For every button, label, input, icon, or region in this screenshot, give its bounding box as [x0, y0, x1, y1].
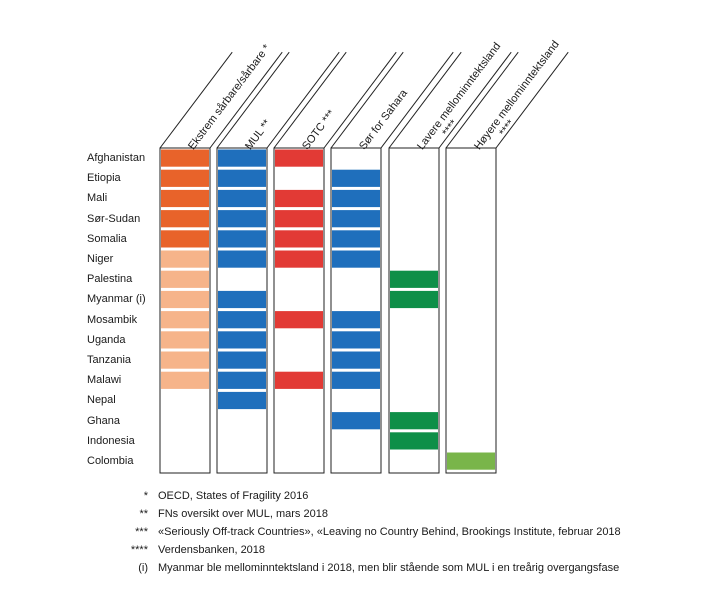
cell-extreme: [161, 149, 209, 167]
column-frame: [388, 147, 440, 474]
cell-upper: [447, 452, 495, 470]
footnotes: * OECD, States of Fragility 2016 ** FNs …: [120, 487, 621, 577]
cell-fragile: [161, 311, 209, 329]
cell-mul: [218, 331, 266, 349]
cell-mul: [218, 230, 266, 248]
cell-sahara: [332, 331, 380, 349]
column-divider-line: [159, 51, 233, 149]
cell-sotc: [275, 149, 323, 167]
cell-sahara: [332, 250, 380, 268]
cell-extreme: [161, 210, 209, 228]
cell-sotc: [275, 189, 323, 208]
footnote: ** FNs oversikt over MUL, mars 2018: [120, 505, 621, 523]
cell-sahara: [332, 169, 380, 187]
country-label: Tanzania: [87, 354, 132, 366]
footnote-text: Myanmar ble mellominntektsland i 2018, m…: [158, 562, 620, 574]
cell-mul: [218, 311, 266, 329]
country-label: Sør-Sudan: [87, 212, 141, 225]
footnote-mark: *: [143, 490, 148, 502]
column-divider-line: [438, 51, 512, 149]
cell-sotc: [275, 210, 323, 228]
cell-sotc: [275, 250, 323, 268]
column-frame: [445, 147, 497, 474]
cell-sahara: [332, 351, 380, 369]
cell-sahara: [332, 412, 380, 430]
column-divider-line: [216, 51, 290, 149]
cell-sahara: [332, 230, 380, 248]
footnote-text: Verdensbanken, 2018: [158, 544, 266, 556]
footnote: * OECD, States of Fragility 2016: [120, 487, 621, 505]
country-label: Myanmar (i): [87, 293, 146, 306]
footnote-text: «Seriously Off-track Countries», «Leavin…: [158, 526, 621, 538]
footnote-text: OECD, States of Fragility 2016: [158, 490, 309, 502]
cell-mul: [218, 290, 266, 309]
country-label: Niger: [87, 253, 114, 265]
column-frame: [159, 147, 211, 474]
cell-mul: [218, 149, 266, 167]
column-frame: [330, 147, 382, 474]
cell-fragile: [161, 351, 209, 369]
footnote-text: FNs oversikt over MUL, mars 2018: [158, 508, 328, 520]
cell-mul: [218, 189, 266, 208]
cell-sahara: [332, 189, 380, 208]
country-label: Mosambik: [87, 313, 138, 326]
country-label: Afghanistan: [87, 152, 146, 164]
cell-sotc: [275, 371, 323, 389]
column-divider-line: [445, 51, 519, 149]
column-divider-line: [273, 51, 347, 149]
country-label: Uganda: [87, 333, 126, 346]
cell-mul: [218, 391, 266, 410]
country-label: Malawi: [87, 374, 122, 387]
country-label: Nepal: [87, 394, 116, 407]
cell-mul: [218, 210, 266, 228]
cell-sahara: [332, 311, 380, 329]
cell-sahara: [332, 210, 380, 228]
cell-mul: [218, 169, 266, 187]
footnote: *** «Seriously Off-track Countries», «Le…: [120, 523, 621, 541]
cell-lower: [390, 290, 438, 309]
cell-lower: [390, 412, 438, 430]
footnote-mark: ****: [130, 544, 148, 556]
cell-fragile: [161, 250, 209, 268]
footnote-mark: (i): [138, 562, 148, 574]
cell-mul: [218, 371, 266, 389]
cell-fragile: [161, 290, 209, 309]
column-divider-line: [330, 51, 404, 149]
column-divider-line: [266, 51, 340, 149]
cell-mul: [218, 250, 266, 268]
column-divider-line: [388, 51, 462, 149]
cell-extreme: [161, 189, 209, 208]
cell-sotc: [275, 311, 323, 329]
footnote-mark: **: [139, 508, 148, 520]
footnote: (i) Myanmar ble mellominntektsland i 201…: [120, 559, 621, 577]
cell-extreme: [161, 230, 209, 248]
cell-sotc: [275, 230, 323, 248]
cell-fragile: [161, 331, 209, 349]
country-label: Ghana: [87, 414, 121, 427]
column-divider-line: [495, 51, 569, 149]
footnote: **** Verdensbanken, 2018: [120, 541, 621, 559]
cell-extreme: [161, 169, 209, 187]
column-frame: [216, 147, 268, 474]
footnote-mark: ***: [135, 526, 148, 538]
country-label: Palestina: [87, 273, 133, 286]
cell-fragile: [161, 371, 209, 389]
cell-fragile: [161, 270, 209, 288]
country-label: Indonesia: [87, 434, 135, 447]
cell-lower: [390, 270, 438, 288]
cell-mul: [218, 351, 266, 369]
country-label: Somalia: [87, 232, 127, 245]
country-label: Etiopia: [87, 172, 121, 185]
column-divider-line: [380, 51, 454, 149]
cell-lower: [390, 432, 438, 450]
column-frame: [273, 147, 325, 474]
column-divider-line: [209, 51, 283, 149]
country-label: Mali: [87, 192, 108, 205]
country-label: Colombia: [87, 455, 134, 467]
column-divider-line: [323, 51, 397, 149]
cell-sahara: [332, 371, 380, 389]
